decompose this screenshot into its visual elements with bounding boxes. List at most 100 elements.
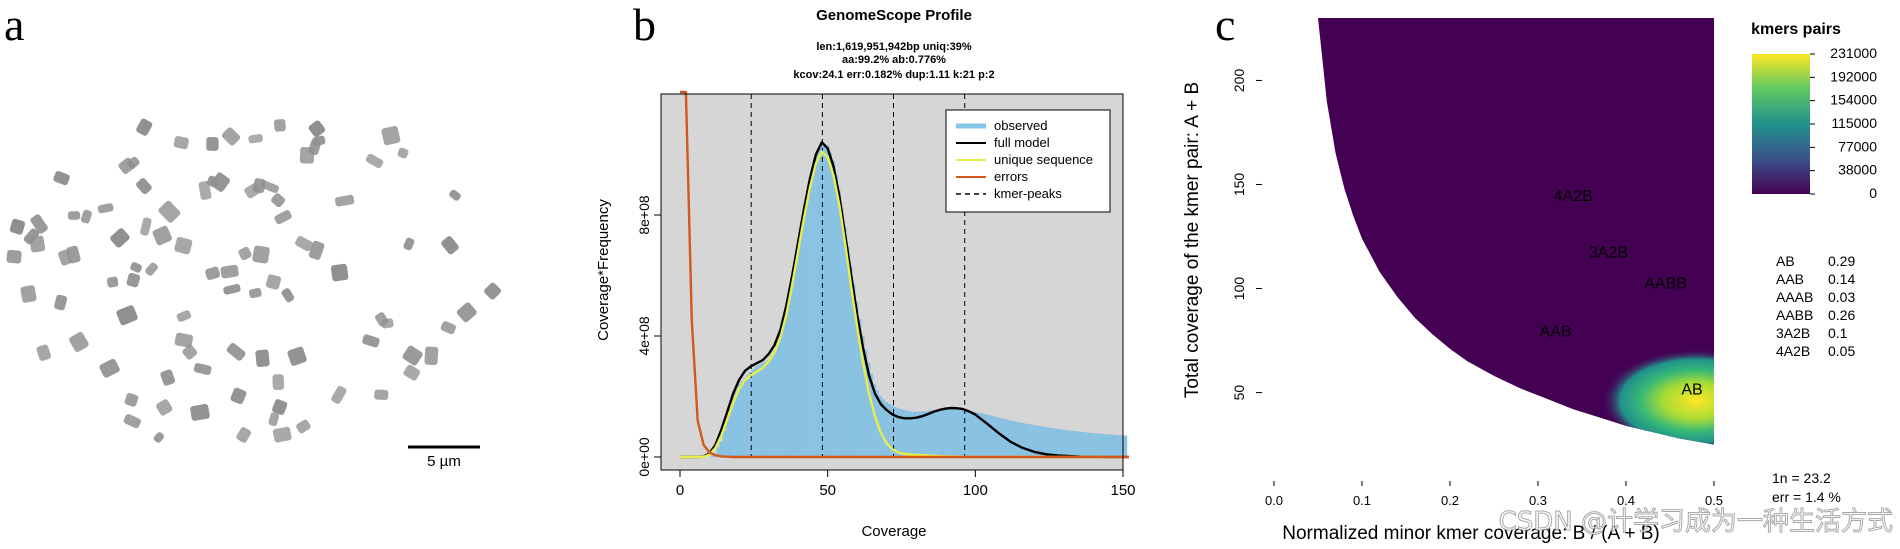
chromosome [206, 137, 219, 151]
observed-bar [1018, 422, 1021, 458]
chromosome [238, 246, 252, 261]
observed-bar [843, 226, 847, 458]
observed-bar [716, 447, 720, 458]
observed-bar [802, 217, 806, 458]
colorbar-title: kmers pairs [1751, 21, 1841, 38]
x-tick-label: 50 [819, 482, 836, 499]
chromosome [374, 389, 389, 401]
observed-bar [793, 266, 797, 458]
observed-bar [935, 409, 939, 458]
chromosome [110, 228, 130, 248]
colorbar-tick-label: 192000 [1830, 68, 1877, 84]
chromosome [424, 346, 439, 366]
observed-bar [787, 296, 791, 458]
chromosome [308, 240, 325, 260]
chromosome [158, 200, 181, 223]
panel-c-smudgeplot: c 4A2B 3A2B AABB AAB AB 0.0 0.1 0.2 0.3 0.4 0.5 50… [1182, 0, 1877, 544]
chromosome [236, 427, 252, 443]
observed-bar [1047, 427, 1051, 458]
colorbar [1752, 54, 1810, 194]
observed-bar [917, 411, 921, 458]
chromosome [265, 274, 282, 290]
observed-bar [938, 409, 942, 458]
observed-bar [1112, 434, 1116, 458]
observed-bar [1094, 433, 1098, 458]
observed-bar [746, 375, 750, 458]
chromosome [334, 194, 355, 207]
legend-label: full model [994, 135, 1050, 150]
genomescope-legend: observed full model unique sequence errors k… [945, 109, 1111, 213]
chromosome [153, 432, 165, 443]
observed-bar [1085, 432, 1089, 458]
genomescope-axes: 0 50 100 150 0e+00 4e+08 8e+08 [636, 195, 1136, 499]
y-tick-label: 0e+00 [636, 437, 652, 477]
observed-bar [1118, 435, 1122, 458]
proportion-name: 4A2B [1776, 343, 1810, 359]
x-tick-label: 0.0 [1265, 493, 1283, 508]
observed-bar [973, 412, 977, 458]
model-curves [680, 90, 1129, 459]
observed-bar [758, 364, 761, 458]
info-line-1: len:1,619,951,942bp uniq:39% [816, 41, 972, 53]
observed-bar [775, 343, 779, 458]
chromosome [210, 172, 230, 192]
observed-bar [823, 143, 826, 458]
chromosome [287, 346, 307, 366]
stat-1n: 1n = 23.2 [1772, 470, 1831, 486]
chromosome [174, 236, 193, 255]
observed-bar [840, 208, 844, 458]
chromosome [273, 119, 286, 132]
chromosome [440, 321, 456, 335]
observed-bar [781, 323, 785, 458]
x-tick-label: 0.3 [1529, 493, 1547, 508]
x-tick-label: 0.1 [1353, 493, 1371, 508]
chromosome [402, 345, 423, 366]
observed-bar [1103, 434, 1107, 458]
chromosome [124, 392, 139, 407]
observed-bar [932, 409, 936, 458]
observed-bar [941, 409, 945, 458]
chromosome [67, 211, 81, 220]
observed-bar [769, 355, 773, 458]
colorbar-tick-label: 77000 [1838, 138, 1877, 154]
observed-bar [947, 409, 950, 458]
chromosome [80, 209, 92, 224]
errors-curve [680, 90, 1129, 459]
chromosome [30, 214, 48, 234]
chromosome [255, 349, 270, 368]
observed-bar [1068, 430, 1072, 458]
observed-bar [743, 378, 747, 458]
chromosome [222, 127, 241, 146]
chromosome [365, 153, 384, 169]
observed-bar [1050, 428, 1054, 458]
colorbar-tick-label: 0 [1869, 185, 1877, 201]
chromosome [193, 362, 212, 375]
observed-bar [1100, 433, 1104, 458]
observed-bar [1065, 430, 1069, 458]
observed-bar [1044, 427, 1048, 458]
observed-bar [923, 411, 927, 458]
observed-bar [1023, 423, 1027, 458]
observed-bar [755, 366, 758, 458]
chromosome [190, 403, 210, 421]
chromosome [308, 120, 326, 138]
y-tick-label: 200 [1231, 69, 1247, 93]
observed-bar [1097, 433, 1101, 458]
proportion-name: AB [1776, 253, 1795, 269]
ab-hotspot [1601, 348, 1714, 445]
chromosome [106, 276, 119, 288]
observed-bar [799, 234, 803, 458]
observed-bar [814, 157, 818, 458]
chromosome [220, 264, 239, 279]
x-tick-label: 0 [676, 482, 684, 499]
proportion-value: 0.26 [1828, 307, 1855, 323]
observed-bar [929, 410, 933, 458]
proportion-value: 0.05 [1828, 343, 1855, 359]
observed-bar [817, 149, 820, 458]
observed-bar [796, 251, 800, 458]
observed-bar [1124, 435, 1128, 458]
chromosome [6, 249, 22, 264]
observed-bar [920, 411, 924, 458]
observed-bar [811, 170, 815, 458]
observed-bar [1026, 424, 1030, 458]
